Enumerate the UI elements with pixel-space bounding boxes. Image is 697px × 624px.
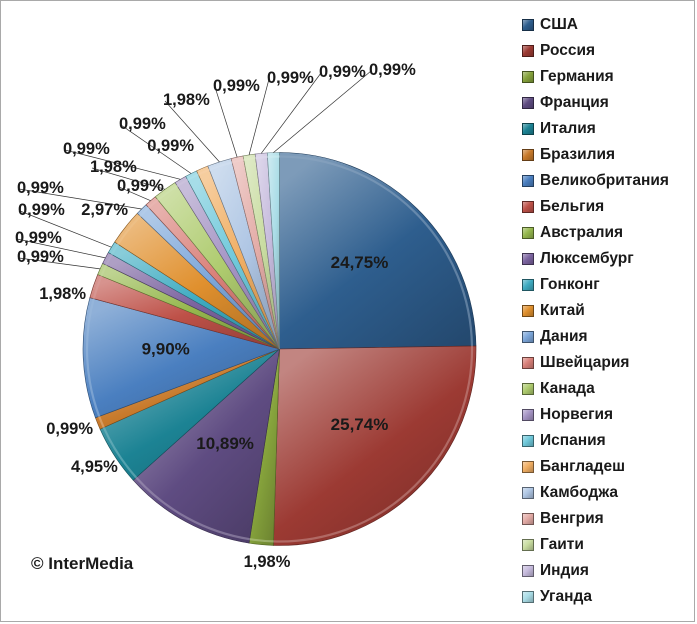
svg-text:10,89%: 10,89% — [196, 434, 254, 453]
svg-text:0,99%: 0,99% — [46, 420, 93, 438]
svg-text:0,99%: 0,99% — [319, 63, 366, 81]
svg-text:1,98%: 1,98% — [90, 158, 137, 176]
svg-text:0,99%: 0,99% — [119, 115, 166, 133]
svg-text:0,99%: 0,99% — [17, 179, 64, 197]
svg-text:9,90%: 9,90% — [142, 339, 190, 358]
svg-text:1,98%: 1,98% — [39, 285, 86, 303]
svg-text:0,99%: 0,99% — [213, 77, 260, 95]
svg-text:1,98%: 1,98% — [244, 553, 291, 571]
svg-text:0,99%: 0,99% — [147, 137, 194, 155]
svg-text:0,99%: 0,99% — [15, 229, 62, 247]
svg-text:0,99%: 0,99% — [17, 248, 64, 266]
svg-text:4,95%: 4,95% — [71, 458, 118, 476]
svg-text:24,75%: 24,75% — [331, 253, 389, 272]
svg-text:0,99%: 0,99% — [117, 177, 164, 195]
svg-text:0,99%: 0,99% — [63, 140, 110, 158]
svg-text:0,99%: 0,99% — [369, 61, 416, 79]
svg-text:25,74%: 25,74% — [331, 415, 389, 434]
svg-text:1,98%: 1,98% — [163, 91, 210, 109]
svg-text:0,99%: 0,99% — [267, 69, 314, 87]
svg-text:0,99%: 0,99% — [18, 201, 65, 219]
svg-text:2,97%: 2,97% — [81, 201, 128, 219]
